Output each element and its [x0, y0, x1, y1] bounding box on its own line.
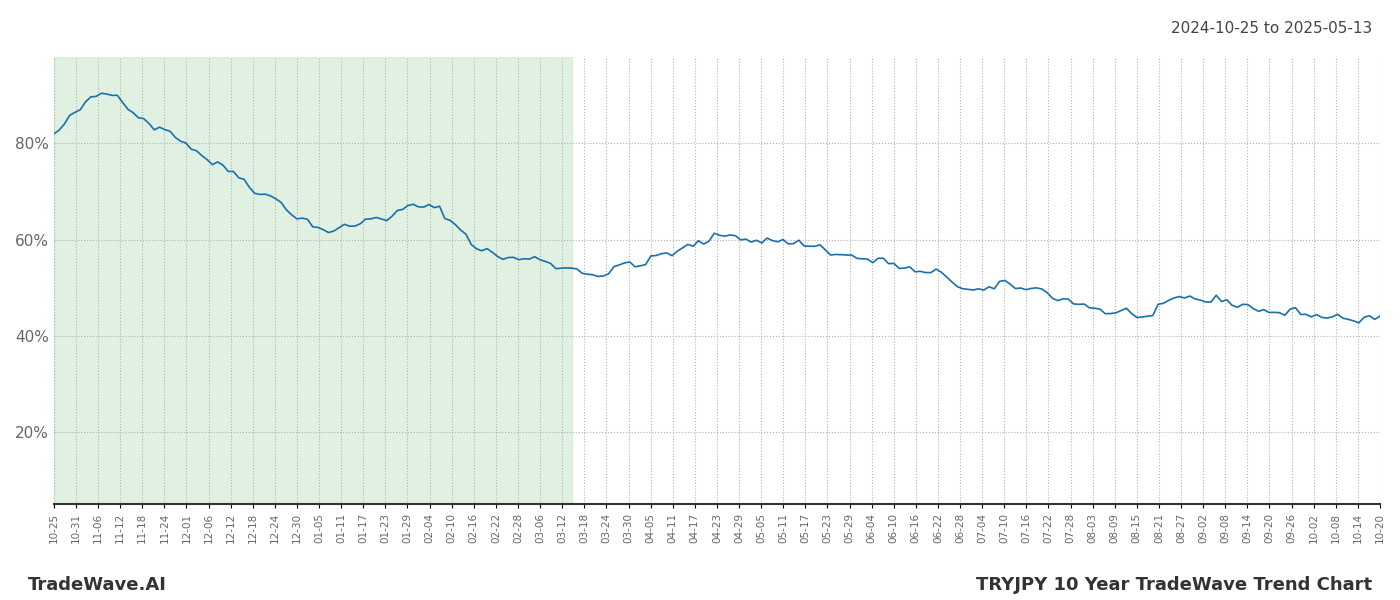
Bar [53, 57, 571, 504]
Text: 2024-10-25 to 2025-05-13: 2024-10-25 to 2025-05-13 [1170, 21, 1372, 36]
Text: TRYJPY 10 Year TradeWave Trend Chart: TRYJPY 10 Year TradeWave Trend Chart [976, 576, 1372, 594]
Text: TradeWave.AI: TradeWave.AI [28, 576, 167, 594]
